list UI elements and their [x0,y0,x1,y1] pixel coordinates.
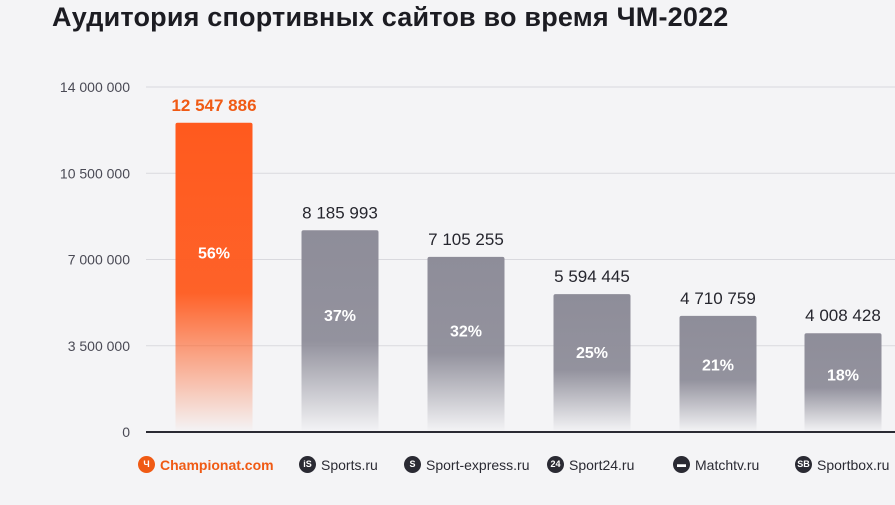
y-tick-label: 7 000 000 [68,252,130,268]
bar-percent-label: 25% [576,345,608,362]
bar-labels: 12 547 886 56% 8 185 993 37% 7 105 255 32% 5 5… [171,96,880,385]
bar-championat-com [175,122,253,432]
sports-ru-icon: iS [299,456,316,473]
legend-label: Sport24.ru [569,456,635,473]
bar-value-label: 7 105 255 [428,230,504,249]
legend-item-sport24-ru: 24 Sport24.ru [547,456,634,473]
bar-percent-label: 21% [702,358,734,375]
y-tick-label: 14 000 000 [60,79,130,95]
bar-value-label: 12 547 886 [171,96,256,115]
bar-percent-label: 18% [827,368,859,385]
bar-sportbox-ru [804,333,882,432]
matchtv-icon: ▬ [673,456,690,473]
chart-title: Аудитория спортивных сайтов во время ЧМ-… [52,2,729,32]
legend-label: Sport-express.ru [426,456,530,473]
y-tick-label: 0 [122,424,130,440]
legend-item-sports-ru: iS Sports.ru [299,456,378,473]
sport-express-icon: S [404,456,421,473]
category-legend: Ч Championat.com iS Sports.ru S Sport-express… [0,456,895,484]
legend-label: Matchtv.ru [695,456,760,473]
y-tick-label: 3 500 000 [68,338,130,354]
bar-value-label: 4 710 759 [680,289,756,308]
legend-label: Sportbox.ru [817,456,890,473]
bars [175,122,882,432]
gridlines [146,86,895,347]
sportbox-icon: SB [795,456,812,473]
legend-item-matchtv-ru: ▬ Matchtv.ru [673,456,759,473]
sport24-icon: 24 [547,456,564,473]
legend-label: Sports.ru [321,456,378,473]
y-axis-ticks: 0 3 500 000 7 000 000 10 500 000 14 000 000 [60,79,130,440]
bar-sports-ru [301,230,379,432]
y-tick-label: 10 500 000 [60,165,130,181]
bar-sport-express-ru [427,256,505,432]
bar-matchtv-ru [679,315,757,432]
bar-percent-label: 37% [324,308,356,325]
bar-percent-label: 56% [198,246,230,263]
bar-sport24-ru [553,294,631,432]
legend-item-championat-com: Ч Championat.com [138,456,274,473]
bar-value-label: 8 185 993 [302,203,378,222]
bar-percent-label: 32% [450,323,482,340]
bar-value-label: 4 008 428 [805,306,881,325]
legend-item-sport-express-ru: S Sport-express.ru [404,456,529,473]
legend-label: Championat.com [160,456,274,473]
bar-value-label: 5 594 445 [554,267,630,286]
legend-item-sportbox-ru: SB Sportbox.ru [795,456,889,473]
championat-icon: Ч [138,456,155,473]
